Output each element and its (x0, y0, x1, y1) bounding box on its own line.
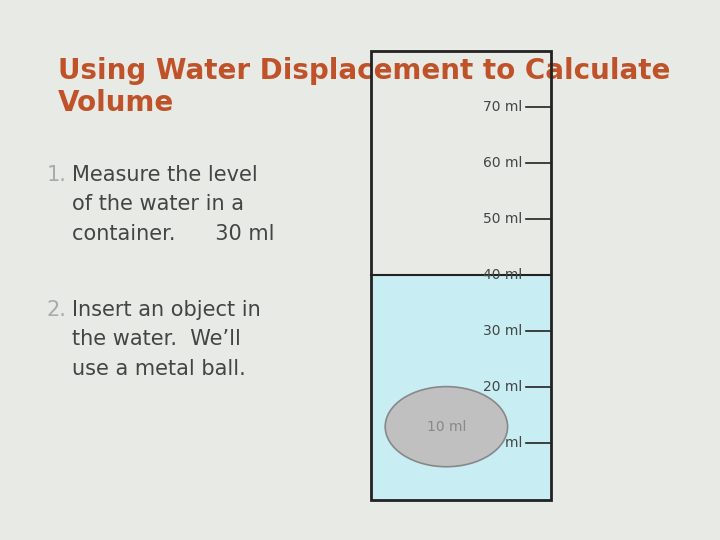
Ellipse shape (385, 387, 508, 467)
Text: 2.: 2. (47, 300, 67, 320)
Text: 50 ml: 50 ml (482, 212, 522, 226)
Text: 60 ml: 60 ml (482, 157, 522, 170)
Text: Measure the level
of the water in a
container.      30 ml: Measure the level of the water in a cont… (72, 165, 274, 244)
Text: 40 ml: 40 ml (482, 268, 522, 282)
Text: Insert an object in
the water.  We’ll
use a metal ball.: Insert an object in the water. We’ll use… (72, 300, 261, 379)
Text: 30 ml: 30 ml (482, 325, 522, 339)
Text: 20 ml: 20 ml (482, 381, 522, 394)
Text: Using Water Displacement to Calculate
Volume: Using Water Displacement to Calculate Vo… (58, 57, 670, 117)
Text: 1.: 1. (47, 165, 67, 185)
Bar (371, 51, 551, 500)
Text: 10 ml: 10 ml (482, 436, 522, 450)
Text: 10 ml: 10 ml (427, 420, 466, 434)
Bar (371, 275, 551, 500)
Text: 70 ml: 70 ml (482, 100, 522, 114)
